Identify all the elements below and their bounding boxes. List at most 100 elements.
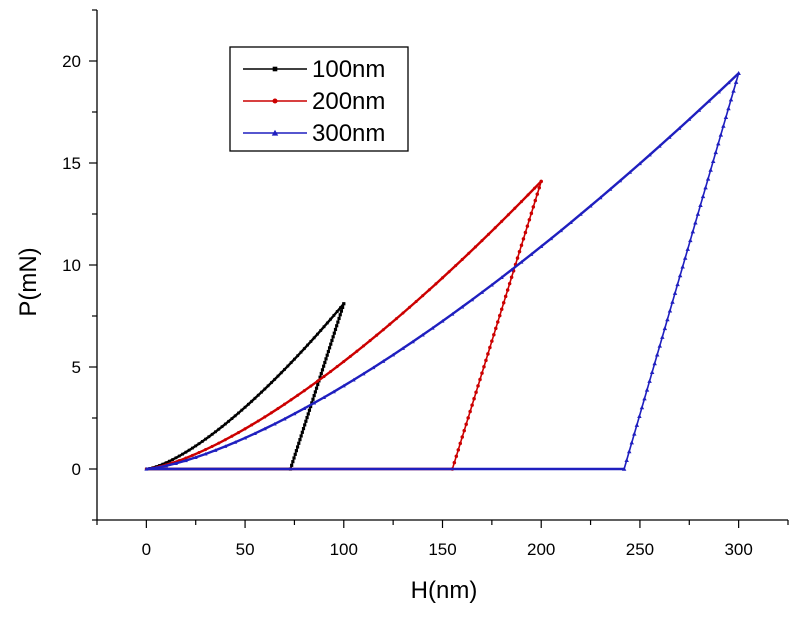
loading-curve xyxy=(146,180,543,471)
data-point xyxy=(506,213,510,217)
data-point xyxy=(302,406,307,410)
data-point xyxy=(647,152,652,157)
data-point xyxy=(174,461,178,465)
data-point xyxy=(460,435,465,439)
data-point xyxy=(688,238,693,243)
data-point xyxy=(355,349,359,353)
data-point xyxy=(381,359,386,363)
data-point xyxy=(527,217,532,222)
x-tick-label: 150 xyxy=(428,540,456,559)
data-point xyxy=(492,333,496,337)
data-point xyxy=(333,327,338,332)
data-point xyxy=(305,415,309,420)
data-point xyxy=(223,438,227,442)
data-point xyxy=(210,444,214,448)
data-point xyxy=(282,416,287,421)
data-point xyxy=(200,440,204,443)
data-point xyxy=(480,371,484,375)
data-point xyxy=(736,71,741,75)
data-point xyxy=(628,170,633,174)
data-point xyxy=(499,275,504,279)
data-point xyxy=(588,204,593,208)
data-point xyxy=(271,129,279,136)
data-point xyxy=(315,379,320,383)
data-point xyxy=(217,441,221,445)
data-point xyxy=(237,411,240,415)
data-point xyxy=(452,460,457,465)
data-point xyxy=(297,441,301,445)
data-point xyxy=(496,320,500,324)
data-point xyxy=(263,415,267,419)
data-point xyxy=(293,357,296,361)
data-point xyxy=(300,430,304,434)
data-point xyxy=(295,445,300,449)
data-point xyxy=(519,243,524,248)
x-tick-label: 250 xyxy=(626,540,654,559)
x-tick-label: 0 xyxy=(142,540,151,559)
data-point xyxy=(731,88,736,93)
data-point xyxy=(675,282,680,287)
data-point xyxy=(310,401,314,405)
data-point xyxy=(649,370,655,375)
data-point xyxy=(523,230,528,235)
y-tick-label: 5 xyxy=(72,358,81,377)
data-point xyxy=(262,426,267,431)
data-point xyxy=(316,332,319,336)
data-point xyxy=(233,414,237,418)
data-point xyxy=(447,270,451,274)
data-point xyxy=(421,294,425,298)
data-point xyxy=(531,205,536,209)
data-point xyxy=(517,249,522,254)
data-point xyxy=(144,467,149,471)
data-point xyxy=(319,371,323,376)
data-point xyxy=(703,185,708,190)
data-point xyxy=(458,441,463,446)
data-point xyxy=(289,361,293,365)
data-point xyxy=(243,427,247,431)
data-point xyxy=(164,461,168,465)
data-point xyxy=(700,194,706,199)
data-point xyxy=(361,371,366,376)
data-point xyxy=(644,387,650,392)
data-point xyxy=(187,448,191,452)
legend-item: 100nm xyxy=(243,56,385,83)
data-point xyxy=(335,365,339,369)
data-point xyxy=(335,324,339,328)
data-point xyxy=(348,354,352,358)
data-point xyxy=(283,402,287,406)
data-point xyxy=(351,377,356,382)
data-point xyxy=(336,320,340,324)
data-point xyxy=(450,312,455,316)
data-point xyxy=(503,294,508,299)
data-point xyxy=(708,167,713,172)
data-point xyxy=(558,228,563,233)
data-point xyxy=(293,452,297,456)
data-point xyxy=(634,422,640,427)
data-point xyxy=(499,307,504,311)
ticks-layer: 0 50 100 150 200 250 300 0 5 10 15 20 xyxy=(62,9,789,559)
data-point xyxy=(260,390,263,394)
data-point xyxy=(240,408,244,412)
data-point xyxy=(184,450,188,454)
data-point xyxy=(482,364,486,369)
legend: 100nm 200nm 300nm xyxy=(229,46,409,152)
data-point xyxy=(306,412,310,416)
data-point xyxy=(298,438,302,442)
data-point xyxy=(500,219,504,223)
data-point xyxy=(309,340,313,343)
x-tick-label: 300 xyxy=(724,540,752,559)
data-point xyxy=(685,246,690,251)
data-point xyxy=(204,437,207,441)
data-point xyxy=(304,419,308,423)
data-point xyxy=(341,383,346,388)
data-point xyxy=(660,334,665,339)
data-point xyxy=(301,427,306,431)
data-point xyxy=(391,352,396,357)
data-point xyxy=(501,301,506,305)
data-point xyxy=(624,457,629,462)
x-tick-label: 200 xyxy=(527,540,555,559)
data-point xyxy=(375,333,379,337)
data-point xyxy=(410,339,415,344)
data-point xyxy=(213,448,218,452)
